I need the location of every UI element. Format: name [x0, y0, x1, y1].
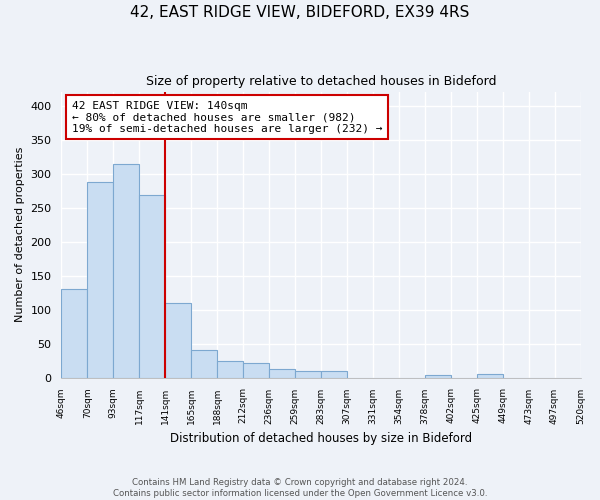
Text: 42, EAST RIDGE VIEW, BIDEFORD, EX39 4RS: 42, EAST RIDGE VIEW, BIDEFORD, EX39 4RS	[130, 5, 470, 20]
Bar	[476, 374, 503, 378]
X-axis label: Distribution of detached houses by size in Bideford: Distribution of detached houses by size …	[170, 432, 472, 445]
Bar	[113, 164, 139, 378]
Bar	[425, 375, 451, 378]
Bar	[269, 368, 295, 378]
Bar	[243, 362, 269, 378]
Bar	[165, 304, 191, 378]
Bar	[88, 182, 113, 378]
Bar	[321, 372, 347, 378]
Text: 42 EAST RIDGE VIEW: 140sqm
← 80% of detached houses are smaller (982)
19% of sem: 42 EAST RIDGE VIEW: 140sqm ← 80% of deta…	[72, 100, 382, 134]
Bar	[191, 350, 217, 378]
Bar	[217, 360, 243, 378]
Bar	[61, 289, 88, 378]
Bar	[295, 372, 321, 378]
Y-axis label: Number of detached properties: Number of detached properties	[15, 147, 25, 322]
Text: Contains HM Land Registry data © Crown copyright and database right 2024.
Contai: Contains HM Land Registry data © Crown c…	[113, 478, 487, 498]
Title: Size of property relative to detached houses in Bideford: Size of property relative to detached ho…	[146, 75, 496, 88]
Bar	[139, 194, 165, 378]
